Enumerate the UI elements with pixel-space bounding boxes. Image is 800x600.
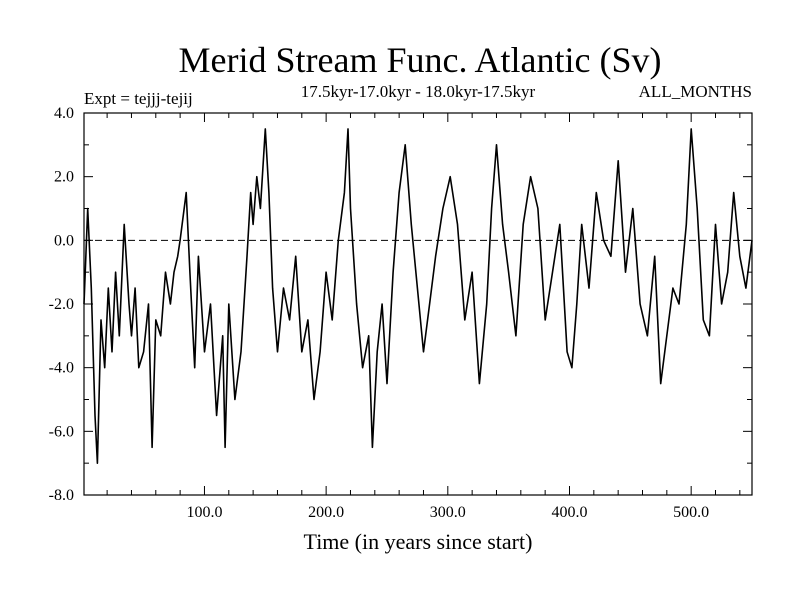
x-tick-label: 500.0 xyxy=(673,504,709,521)
y-tick-label: -6.0 xyxy=(49,423,74,440)
y-tick-label: 4.0 xyxy=(54,105,74,122)
y-tick-label: -8.0 xyxy=(49,487,74,504)
x-axis-ticks: 100.0 200.0 300.0 400.0 500.0 xyxy=(106,113,741,521)
x-axis-label: Time (in years since start) xyxy=(304,529,533,554)
series-line-group xyxy=(83,128,753,465)
chart-subtitle-right: ALL_MONTHS xyxy=(639,82,752,101)
x-tick-label: 300.0 xyxy=(430,504,466,521)
y-tick-label: -2.0 xyxy=(49,296,74,313)
x-tick-label: 200.0 xyxy=(308,504,344,521)
y-tick-label: 2.0 xyxy=(54,169,74,186)
series-line xyxy=(83,128,753,465)
chart-subtitle-left: Expt = tejjj-tejij xyxy=(84,89,193,108)
y-axis-ticks: 4.0 2.0 0.0 -2.0 -4.0 -6.0 -8.0 xyxy=(49,105,752,504)
plot-frame xyxy=(83,112,753,496)
x-tick-label: 100.0 xyxy=(186,504,222,521)
chart-subtitle-center: 17.5kyr-17.0kyr - 18.0kyr-17.5kyr xyxy=(301,82,536,101)
chart-title: Merid Stream Func. Atlantic (Sv) xyxy=(179,40,662,80)
y-tick-label: 0.0 xyxy=(54,232,74,249)
y-tick-label: -4.0 xyxy=(49,360,74,377)
x-tick-label: 400.0 xyxy=(551,504,587,521)
